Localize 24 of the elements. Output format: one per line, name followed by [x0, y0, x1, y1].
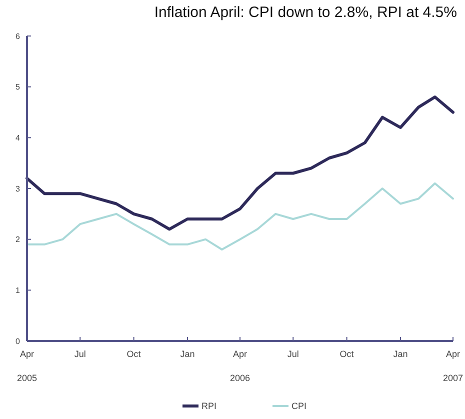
chart-title: Inflation April: CPI down to 2.8%, RPI at 4.5%	[154, 4, 457, 21]
y-tick-label: 5	[16, 82, 21, 92]
y-tick-label: 2	[16, 235, 21, 244]
x-tick-label: Apr	[232, 349, 248, 359]
x-tick-label: Apr	[20, 349, 34, 359]
text: 2006	[230, 373, 250, 383]
x-tick-label: Jan	[393, 349, 408, 359]
text: 2007	[442, 373, 464, 383]
y-tick-label: 1	[16, 286, 21, 295]
legend-label: CPI	[292, 401, 307, 411]
x-tick-label: Oct	[340, 349, 354, 359]
x-tick-label: Apr	[446, 349, 460, 359]
x-tick-label: Jan	[180, 349, 195, 359]
text: 2005	[16, 373, 38, 383]
x-tick-label: Jul	[74, 349, 86, 359]
y-tick-label: 4	[16, 133, 21, 142]
y-tick-label: 6	[16, 32, 21, 41]
x-tick-label: Oct	[126, 349, 142, 359]
line-series	[26, 96, 454, 231]
y-tick-label: 3	[16, 184, 21, 194]
x-tick-label: Jul	[287, 349, 299, 359]
y-tick-label: 0	[16, 336, 21, 346]
legend-label: RPI	[202, 401, 217, 411]
line-series	[26, 182, 454, 250]
